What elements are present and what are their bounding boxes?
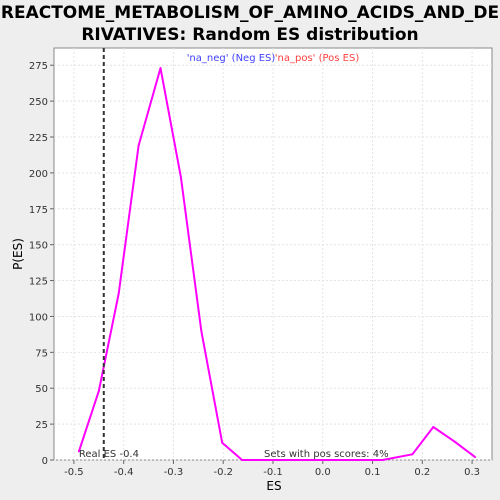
y-tick-label-8: 200: [29, 169, 48, 180]
legend-neg-label: 'na_neg' (Neg ES): [187, 53, 276, 64]
chart-title-line-1: REACTOME_METABOLISM_OF_AMINO_ACIDS_AND_D…: [1, 3, 499, 23]
y-tick-label-9: 225: [29, 133, 48, 144]
y-tick-label-1: 25: [35, 420, 48, 431]
y-tick-label-11: 275: [29, 61, 48, 72]
series-point-0-14: [362, 459, 365, 461]
y-tick-label-4: 100: [29, 312, 48, 323]
series-point-0-17: [432, 425, 435, 428]
series-point-0-16: [411, 453, 414, 456]
y-tick-label-0: 0: [42, 456, 48, 467]
series-point-0-11: [301, 459, 304, 461]
y-tick-label-2: 50: [35, 384, 48, 395]
x-tick-label-0: -0.5: [64, 467, 84, 478]
x-tick-label-8: 0.3: [464, 467, 480, 478]
annotations: Real ES -0.4 Sets with pos scores: 4%: [79, 48, 389, 460]
series-point-0-15: [381, 459, 384, 461]
series-point-0-6: [200, 329, 203, 332]
series-point-0-13: [341, 459, 344, 461]
real-es-label: Real ES -0.4: [79, 449, 139, 460]
series-point-0-19: [474, 456, 477, 459]
series-point-0-5: [179, 176, 182, 179]
x-axis-label: ES: [266, 479, 281, 493]
chart-title-line-2: RIVATIVES: Random ES distribution: [81, 25, 418, 45]
grid-lines: [54, 48, 492, 461]
x-tick-label-5: 0.0: [315, 467, 331, 478]
series-point-0-18: [453, 440, 456, 443]
x-tick-label-4: -0.1: [263, 467, 283, 478]
y-tick-label-5: 125: [29, 277, 48, 288]
series-point-0-7: [221, 441, 224, 444]
series-point-0-9: [262, 459, 265, 461]
series-point-0-3: [137, 144, 140, 147]
pos-scores-annotation: Sets with pos scores: 4%: [264, 449, 389, 460]
series-line-0: [77, 67, 476, 461]
series-point-0-10: [281, 459, 284, 461]
series-layer: [77, 67, 477, 461]
legend-pos-label: 'na_pos' (Pos ES): [275, 53, 360, 64]
x-tick-label-1: -0.4: [114, 467, 134, 478]
series-point-0-8: [241, 459, 244, 461]
y-axis-label: P(ES): [11, 238, 25, 270]
series-point-0-12: [321, 459, 324, 461]
x-tick-label-6: 0.1: [365, 467, 381, 478]
legend: 'na_neg' (Neg ES) 'na_pos' (Pos ES): [187, 53, 360, 64]
y-tick-label-3: 75: [35, 348, 48, 359]
x-tick-label-7: 0.2: [414, 467, 430, 478]
series-point-0-1: [97, 390, 100, 393]
axes: -0.5 -0.4 -0.3 -0.2 -0.1 0.0 0.1 0.2 0.3 0 25 50 75 1…: [29, 61, 480, 478]
series-point-0-0: [77, 450, 80, 453]
y-tick-label-7: 175: [29, 205, 48, 216]
series-point-0-2: [117, 292, 120, 295]
x-tick-label-2: -0.3: [164, 467, 184, 478]
series-point-0-4: [159, 67, 162, 70]
y-tick-label-6: 150: [29, 241, 48, 252]
y-tick-label-10: 250: [29, 97, 48, 108]
x-tick-label-3: -0.2: [213, 467, 233, 478]
